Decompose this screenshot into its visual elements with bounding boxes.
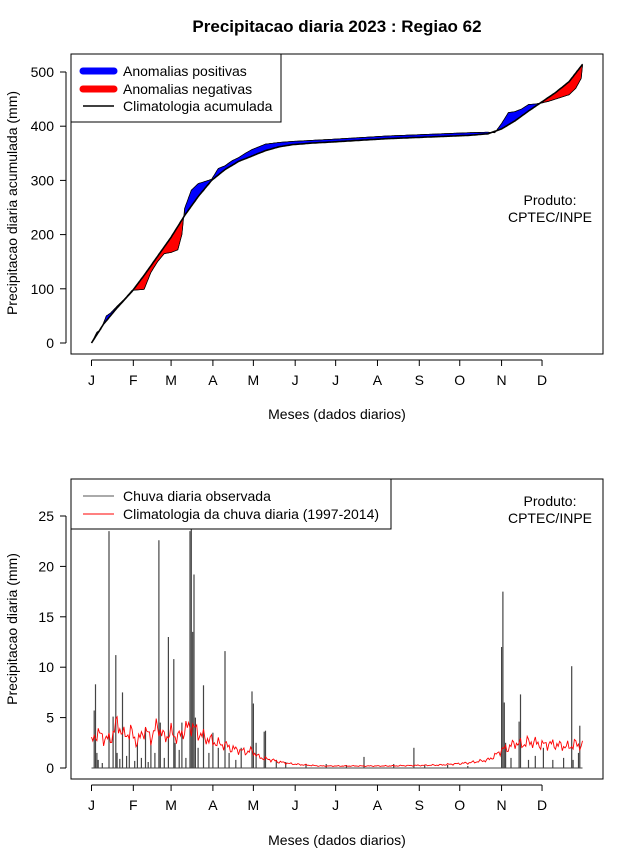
bottom-x-tick-label: O: [454, 797, 465, 813]
chart-title: Precipitacao diaria 2023 : Regiao 62: [192, 17, 481, 36]
bottom-y-axis: 0 5 10 15 20 25: [38, 508, 67, 776]
top-x-tick-label: J: [332, 372, 339, 388]
bottom-y-tick-label: 25: [38, 508, 54, 524]
bottom-y-axis-label: Precipitacao diaria (mm): [4, 553, 20, 705]
top-y-tick-label: 500: [31, 64, 55, 80]
bottom-legend: Chuva diaria observada Climatologia da c…: [70, 478, 392, 530]
top-x-tick-label: S: [415, 372, 424, 388]
bottom-x-tick-label: M: [165, 797, 177, 813]
bottom-legend-box: [70, 478, 392, 530]
daily-climatology-line: [91, 715, 583, 767]
top-legend-box: [70, 53, 282, 123]
bottom-y-tick-label: 15: [38, 609, 54, 625]
daily-precipitation-chart: 0 5 10 15 20 25 J F M A M J J A S O N D Meses (dados dia…: [4, 478, 604, 848]
legend-label-positive: Anomalias positivas: [123, 63, 247, 79]
top-x-tick-label: M: [248, 372, 260, 388]
bottom-y-tick-label: 10: [38, 659, 54, 675]
top-y-tick-label: 400: [31, 118, 55, 134]
top-x-tick-label: A: [208, 372, 218, 388]
cumulative-lines: [90, 63, 584, 344]
top-x-tick-label: A: [373, 372, 383, 388]
top-plot-frame: [70, 53, 604, 355]
bottom-x-tick-label: J: [292, 797, 299, 813]
top-y-axis-label: Precipitacao diaria acumulada (mm): [4, 91, 20, 315]
bottom-x-tick-label: A: [373, 797, 383, 813]
bottom-y-tick-label: 0: [46, 760, 54, 776]
cumulative-precipitation-chart: Precipitacao diaria 2023 : Regiao 62 0 10…: [4, 17, 604, 422]
top-x-tick-label: N: [497, 372, 507, 388]
bottom-x-tick-label: S: [415, 797, 424, 813]
bottom-y-tick-label: 5: [46, 710, 54, 726]
observed-rain-bars: [91, 526, 583, 769]
bottom-x-axis-label: Meses (dados diarios): [268, 832, 406, 848]
bottom-x-tick-label: D: [537, 797, 547, 813]
top-legend: Anomalias positivas Anomalias negativas …: [70, 53, 282, 123]
top-x-tick-label: J: [88, 372, 95, 388]
top-x-tick-label: O: [454, 372, 465, 388]
legend-label-negative: Anomalias negativas: [123, 81, 252, 97]
bottom-x-tick-label: M: [248, 797, 260, 813]
positive-anomaly-area-2: [184, 131, 492, 217]
daily-climatology-lines: [91, 715, 583, 767]
bottom-x-tick-label: J: [88, 797, 95, 813]
bottom-credit-line-2: CPTEC/INPE: [508, 510, 592, 526]
observed-cumulative-line: [91, 65, 583, 344]
top-credit-line-1: Produto:: [524, 192, 577, 208]
top-x-axis-label: Meses (dados diarios): [268, 406, 406, 422]
legend-label-daily-climatology: Climatologia da chuva diaria (1997-2014): [123, 506, 379, 522]
top-x-tick-label: J: [292, 372, 299, 388]
legend-label-climatology: Climatologia acumulada: [123, 98, 273, 114]
bottom-x-tick-label: A: [208, 797, 218, 813]
bottom-x-tick-label: N: [497, 797, 507, 813]
bottom-x-tick-label: J: [332, 797, 339, 813]
top-y-tick-label: 200: [31, 227, 55, 243]
bottom-y-tick-label: 20: [38, 558, 54, 574]
top-x-tick-label: F: [129, 372, 138, 388]
top-x-tick-label: D: [537, 372, 547, 388]
climatology-cumulative-line: [90, 63, 584, 344]
top-y-axis: 0 100 200 300 400 500: [31, 64, 67, 351]
top-y-tick-label: 100: [31, 281, 55, 297]
legend-label-observed: Chuva diaria observada: [123, 488, 271, 504]
top-credit-line-2: CPTEC/INPE: [508, 209, 592, 225]
bottom-credit-line-1: Produto:: [524, 493, 577, 509]
top-y-tick-label: 300: [31, 172, 55, 188]
bottom-x-tick-label: F: [129, 797, 138, 813]
top-x-tick-label: M: [165, 372, 177, 388]
top-y-tick-label: 0: [46, 335, 54, 351]
